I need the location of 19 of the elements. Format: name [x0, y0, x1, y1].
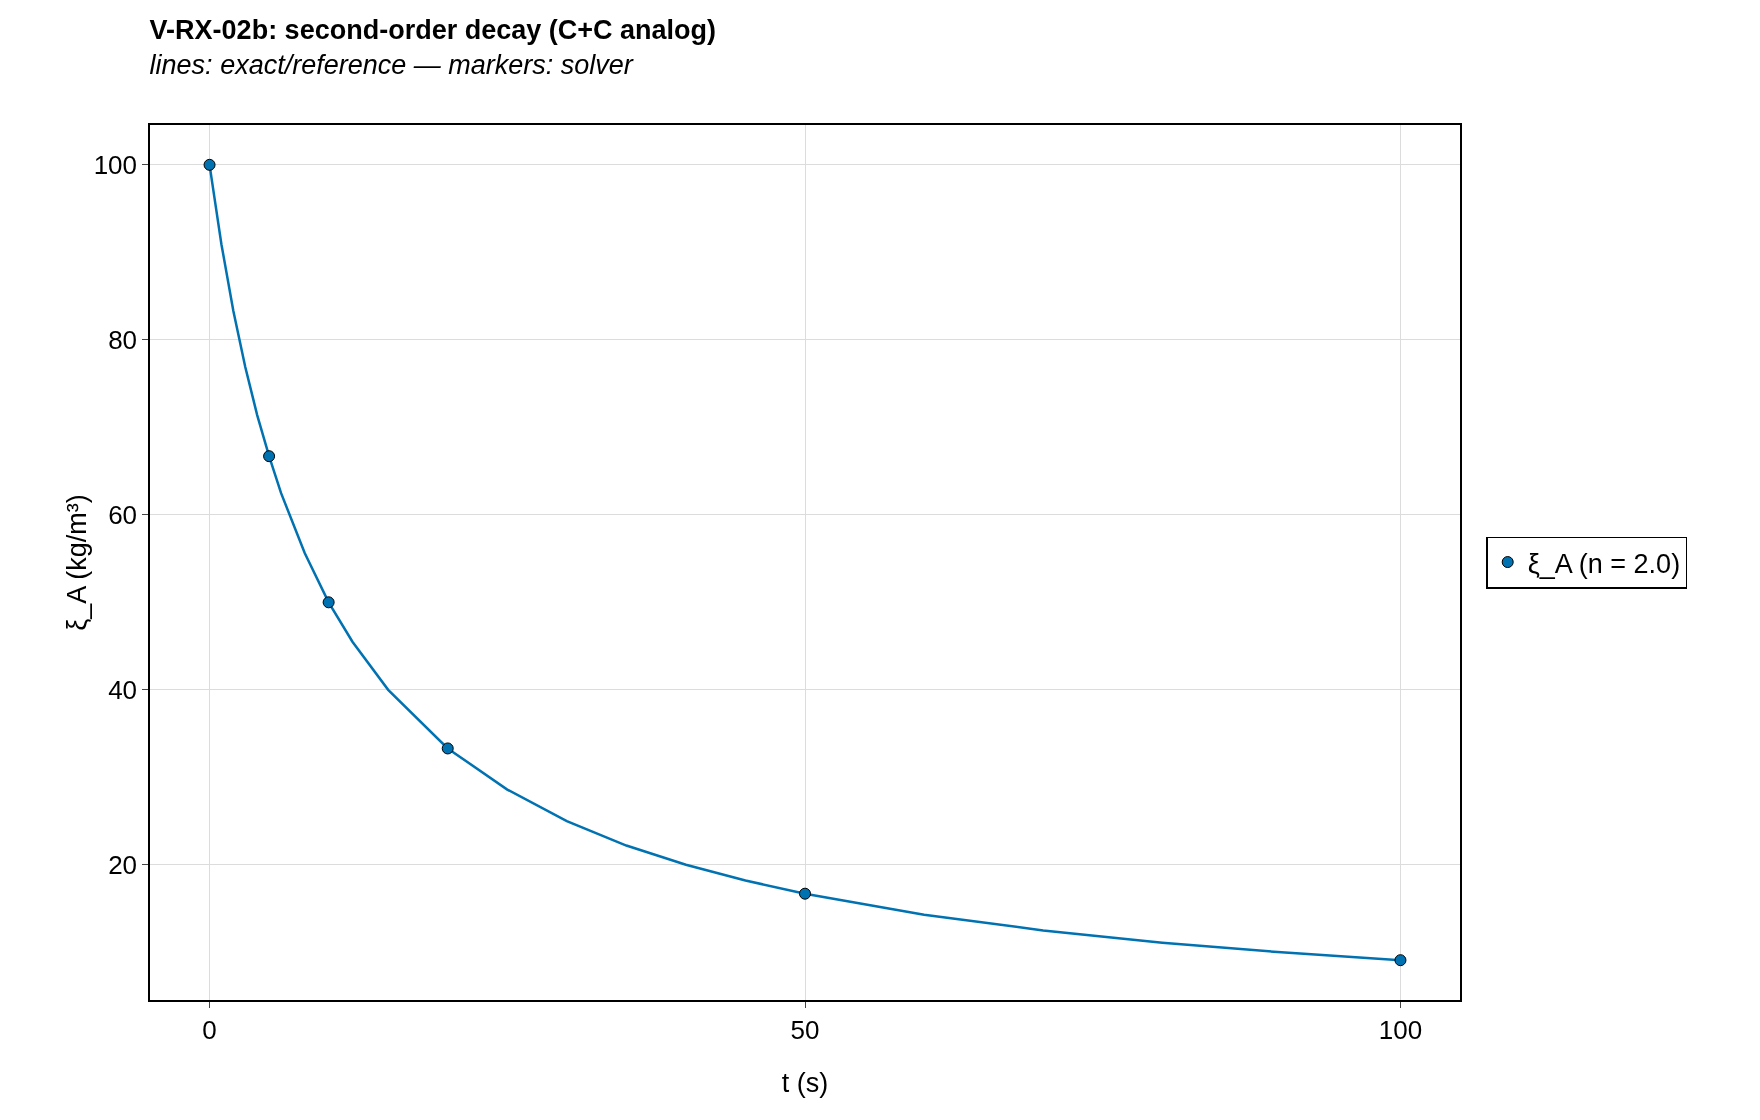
y-axis-title: ξ_A (kg/m³) [61, 494, 92, 631]
legend-label: ξ_A (n = 2.0) [1527, 548, 1681, 579]
chart-title: V-RX-02b: second-order decay (C+C analog) [149, 15, 716, 46]
y-tick-label: 40 [108, 674, 138, 705]
point [203, 158, 216, 171]
x-axis-title: t (s) [781, 1067, 829, 1098]
x-tick-label: 100 [1378, 1014, 1423, 1045]
y-tick-label: 20 [108, 849, 138, 880]
chart-subtitle: lines: exact/reference — markers: solver [149, 50, 634, 81]
point [799, 887, 811, 900]
y-tick-label: 60 [108, 499, 138, 530]
point [263, 450, 276, 463]
point [1394, 954, 1407, 967]
point [441, 742, 454, 755]
point [322, 596, 335, 609]
x-tick-label: 0 [202, 1014, 217, 1045]
y-tick-label: 100 [93, 149, 138, 180]
x-tick-label: 50 [790, 1014, 820, 1045]
y-tick-label: 80 [108, 324, 138, 355]
